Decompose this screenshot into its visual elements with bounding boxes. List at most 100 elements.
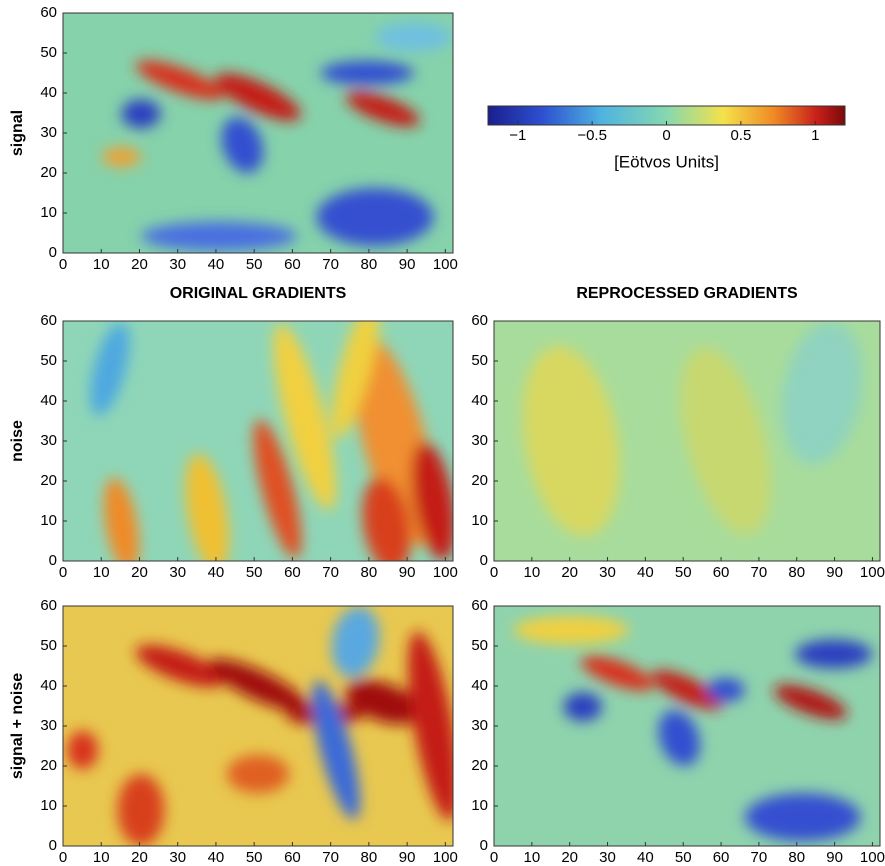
x-tick-label: 70 [322,849,339,866]
y-tick-label: 40 [471,677,488,694]
y-tick-label: 50 [471,637,488,654]
heatmap-feature [795,639,873,669]
x-tick-label: 100 [433,256,458,273]
panel: 0 10 20 30 40 50 60 70 80 90 100 0 10 20 30 40 50 60 REPRO… [471,285,885,581]
x-tick-label: 10 [523,564,540,581]
panel-title: REPROCESSED GRADIENTS [576,285,798,302]
x-tick-label: 70 [751,849,768,866]
y-tick-label: 30 [40,717,57,734]
x-tick-label: 90 [399,849,416,866]
x-tick-label: 80 [361,564,378,581]
colorbar-tick-label: 0.5 [730,127,751,144]
y-tick-label: 30 [40,432,57,449]
x-tick-label: 10 [93,256,110,273]
row-label: signal [9,110,26,156]
x-tick-label: 40 [208,849,225,866]
heatmap-feature [774,684,848,720]
heatmap-feature [253,419,302,559]
heatmap-feature [411,441,453,561]
y-tick-label: 0 [49,552,57,569]
heatmap-feature [581,655,655,691]
x-tick-label: 30 [599,849,616,866]
heatmap-feature [331,606,380,678]
heatmap-feature [273,324,336,510]
heatmap-feature [706,678,745,702]
heatmap-feature [90,322,130,416]
y-tick-label: 0 [49,244,57,261]
x-tick-label: 40 [637,564,654,581]
y-tick-label: 20 [471,757,488,774]
heatmap-feature [658,710,700,766]
heatmap-feature [117,774,165,846]
heatmap-feature [104,477,139,561]
x-tick-label: 50 [246,564,263,581]
heatmap-feature [215,73,301,121]
x-tick-label: 30 [599,564,616,581]
x-tick-label: 60 [713,849,730,866]
y-tick-label: 10 [40,512,57,529]
x-tick-label: 90 [399,256,416,273]
y-tick-label: 10 [471,512,488,529]
y-tick-label: 50 [40,637,57,654]
x-tick-label: 50 [246,256,263,273]
heatmap-image [63,321,453,561]
heatmap-image [494,321,880,561]
heatmap-feature [102,147,141,167]
x-tick-label: 100 [860,849,885,866]
x-tick-label: 40 [637,849,654,866]
heatmap-feature [226,754,290,794]
row-label: noise [9,420,26,462]
heatmap-feature [408,631,453,821]
y-tick-label: 0 [480,552,488,569]
heatmap-features [513,615,873,842]
panel: 0 10 20 30 40 50 60 70 80 90 100 0 10 20 30 40 50 60 ORIGI… [9,285,458,581]
y-tick-label: 30 [471,432,488,449]
x-tick-label: 10 [93,564,110,581]
heatmap-feature [375,22,453,52]
y-tick-label: 40 [40,392,57,409]
heatmap-feature [121,99,161,129]
y-tick-label: 20 [471,472,488,489]
x-tick-label: 10 [523,849,540,866]
y-tick-label: 10 [40,204,57,221]
x-tick-label: 70 [751,564,768,581]
x-tick-label: 30 [169,564,186,581]
y-tick-label: 60 [40,312,57,329]
x-tick-label: 80 [788,564,805,581]
heatmap-features [522,321,863,536]
x-tick-label: 20 [131,849,148,866]
heatmap-features [66,606,453,846]
x-tick-label: 90 [826,849,843,866]
panel: 0 10 20 30 40 50 60 70 80 90 100 0 10 20 30 40 50 60 [471,597,885,866]
heatmap-feature [331,321,380,439]
x-tick-label: 0 [59,256,67,273]
x-tick-label: 60 [284,849,301,866]
x-tick-label: 80 [361,849,378,866]
heatmap-feature [312,680,360,820]
y-tick-label: 50 [471,352,488,369]
x-tick-label: 100 [433,849,458,866]
panel: 0 10 20 30 40 50 60 70 80 90 100 0 10 20 30 40 50 60 signa… [9,597,458,866]
colorbar-label: [Eötvos Units] [614,152,719,171]
y-tick-label: 10 [40,797,57,814]
x-tick-label: 30 [169,256,186,273]
x-tick-label: 100 [860,564,885,581]
heatmap-feature [221,117,264,173]
row-label: signal + noise [9,673,26,779]
x-tick-label: 100 [433,564,458,581]
x-tick-label: 20 [561,564,578,581]
heatmap-features [102,22,453,251]
x-tick-label: 30 [169,849,186,866]
panel-title: ORIGINAL GRADIENTS [170,285,347,302]
heatmap-feature [135,645,225,687]
colorbar: −1 −0.5 0 0.5 1 [Eötvos Units] [487,105,846,171]
y-tick-label: 60 [471,312,488,329]
x-tick-label: 20 [131,564,148,581]
heatmap-feature [744,793,861,842]
y-tick-label: 10 [471,797,488,814]
heatmap-feature [563,692,603,722]
y-tick-label: 60 [471,597,488,614]
x-tick-label: 80 [788,849,805,866]
heatmap-feature [782,321,863,465]
colorbar-tick-label: −0.5 [577,127,607,144]
